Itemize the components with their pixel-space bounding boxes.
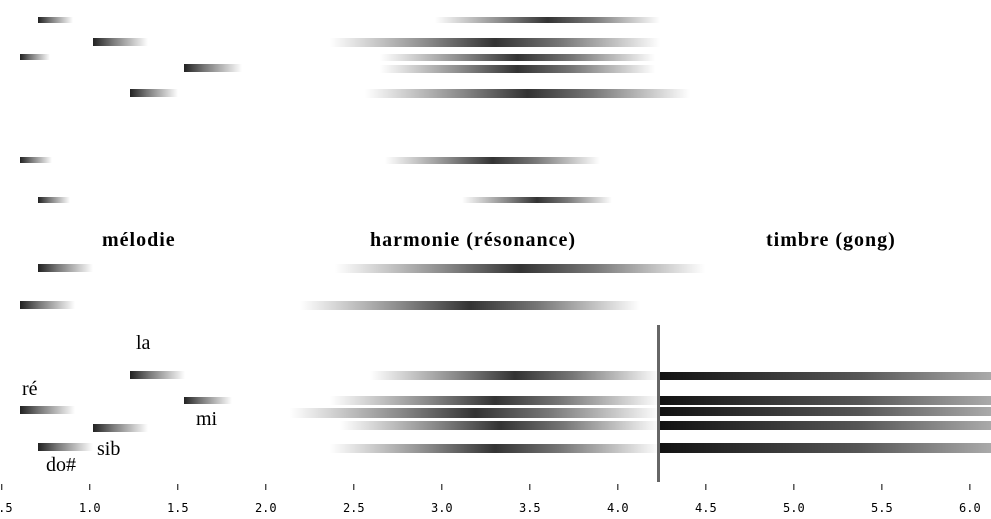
melody-partials [20,17,242,451]
x-tick-label: 3.0 [431,501,453,515]
partial [184,64,242,72]
note-label: sib [97,438,120,460]
x-tick-label: 5.5 [871,501,893,515]
x-tick-label: 2.0 [255,501,277,515]
partial [330,444,660,453]
partial [435,17,660,23]
partial [130,371,185,379]
partial [330,38,660,47]
spectrogram [20,17,991,482]
x-tick-label: 1.5 [167,501,189,515]
x-tick-label: 4.0 [607,501,629,515]
section-label: timbre (gong) [766,229,896,251]
partial [462,197,612,203]
partial [380,54,655,61]
note-label: la [136,332,151,354]
partial [130,89,178,97]
x-tick-label: 0.5 [0,501,13,515]
partial [335,264,705,273]
note-label: do# [46,454,76,476]
x-tick-label: 6.0 [959,501,981,515]
partial [365,89,690,98]
note-label: mi [196,408,218,430]
resonance-partials [290,17,705,453]
partial [330,396,660,405]
x-tick-label: 2.5 [343,501,365,515]
partial [380,65,655,73]
partial [658,443,991,453]
partial [38,443,93,451]
partial [385,157,600,164]
x-tick-label: 5.0 [783,501,805,515]
partial [658,372,991,380]
partial [300,301,640,310]
note-label: ré [22,378,38,400]
partial [93,424,148,432]
section-label: mélodie [102,229,176,251]
partial [20,406,75,414]
partial [658,407,991,416]
partial [38,197,70,203]
partial [38,17,73,23]
partial [20,157,52,163]
x-tick-label: 1.0 [79,501,101,515]
partial [184,397,232,404]
x-tick-label: 3.5 [519,501,541,515]
partial [370,371,660,380]
attack [657,325,660,482]
partial [290,408,660,418]
partial [20,54,50,60]
partial [20,301,75,309]
gong-partials [657,325,991,482]
partial [38,264,93,272]
partial [658,421,991,430]
partial [340,421,660,430]
x-tick-label: 4.5 [695,501,717,515]
partial [93,38,148,46]
partial [658,396,991,405]
section-label: harmonie (résonance) [370,229,576,251]
